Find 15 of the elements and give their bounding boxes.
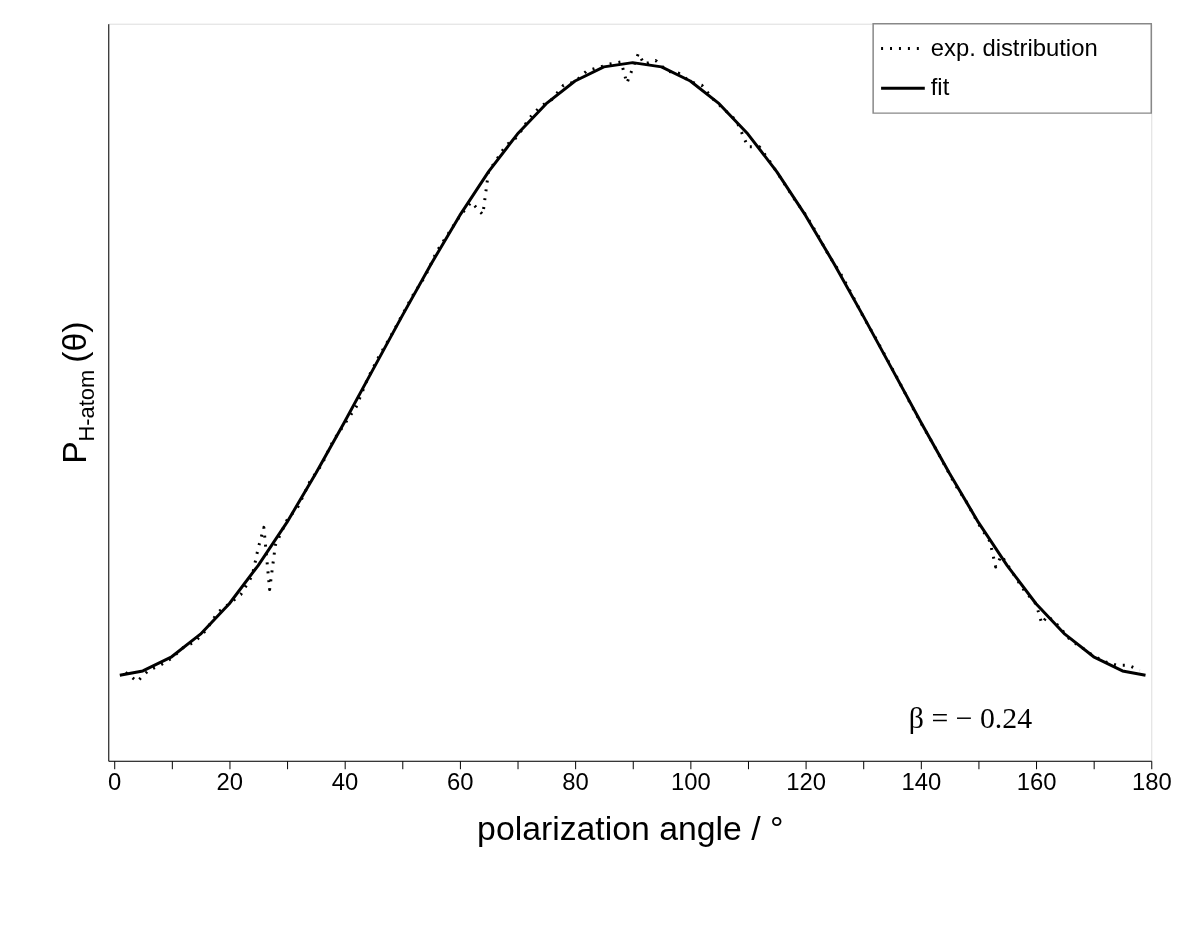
x-axis-title: polarization angle / ° — [477, 808, 784, 847]
annotation: β = − 0.24 — [908, 701, 1033, 734]
x-tick-label: 0 — [107, 768, 122, 796]
x-tick-label: 80 — [562, 768, 589, 796]
x-tick-label: 180 — [1131, 768, 1172, 796]
x-tick-label: 20 — [216, 768, 244, 796]
x-tick-label: 140 — [901, 768, 942, 796]
x-tick-label: 120 — [786, 768, 826, 796]
x-tick-label: 100 — [670, 768, 711, 796]
y-axis-title: PH-atom(θ) — [55, 321, 100, 464]
x-tick-label: 60 — [447, 768, 474, 796]
legend-label: exp. distribution — [930, 33, 1098, 61]
legend-label: fit — [930, 73, 950, 101]
x-tick-label: 160 — [1016, 768, 1057, 796]
x-tick-label: 40 — [331, 768, 359, 796]
